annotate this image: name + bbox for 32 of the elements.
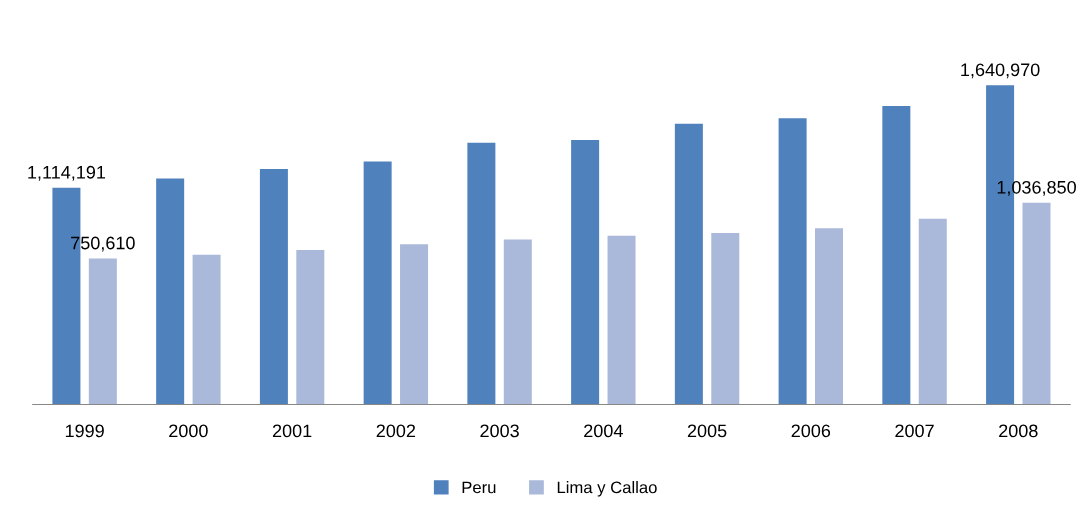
bar — [607, 235, 636, 405]
data-label: 1,114,191 — [28, 165, 106, 181]
bar — [296, 249, 325, 405]
x-tick-label: 2006 — [791, 424, 831, 438]
bar — [1022, 202, 1051, 405]
x-tick-label: 2008 — [999, 424, 1038, 438]
x-tick-label: 2005 — [687, 424, 727, 438]
bar — [259, 168, 288, 405]
bar — [503, 239, 532, 405]
x-tick-label: 2003 — [480, 424, 519, 438]
bar — [363, 161, 392, 405]
x-tick-label: 2007 — [895, 424, 934, 438]
x-tick-label: 1999 — [65, 424, 104, 438]
bar — [918, 218, 947, 405]
x-tick-label: 2000 — [169, 424, 208, 438]
x-tick-label: 2002 — [376, 424, 416, 438]
data-label: 1,640,970 — [961, 63, 1040, 79]
bar — [674, 123, 703, 405]
bar — [156, 178, 185, 405]
bar — [192, 254, 221, 405]
bar — [467, 142, 496, 405]
x-tick-label: 2004 — [584, 424, 623, 438]
legend-label: Peru — [462, 481, 496, 494]
bar — [88, 258, 117, 405]
bar — [882, 106, 911, 405]
bar — [711, 232, 740, 405]
bar — [815, 228, 844, 405]
bar — [400, 244, 429, 405]
x-tick-label: 2001 — [272, 424, 312, 438]
legend-label: Lima y Callao — [557, 481, 657, 497]
bar — [778, 118, 807, 405]
bar — [571, 139, 600, 405]
